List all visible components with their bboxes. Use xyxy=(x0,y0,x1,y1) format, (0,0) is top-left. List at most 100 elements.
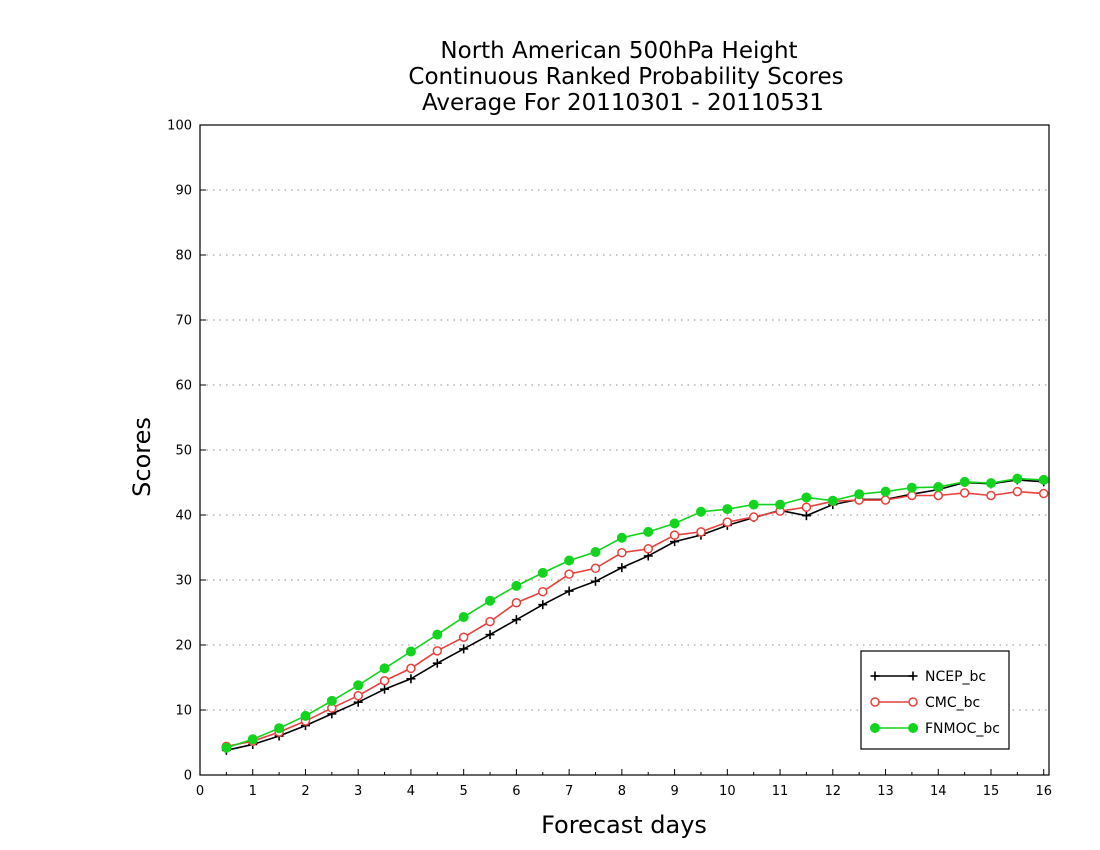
data-point-cmc-bc xyxy=(379,676,390,686)
data-point-fnmoc-bc xyxy=(880,486,891,497)
data-point-ncep-bc xyxy=(432,658,442,668)
legend-marker-end-ncep-bc xyxy=(908,671,918,681)
data-point-cmc-bc xyxy=(511,598,522,608)
data-point-ncep-bc xyxy=(617,563,627,573)
data-point-fnmoc-bc xyxy=(985,478,996,489)
y-tick-label: 0 xyxy=(184,769,192,784)
legend-label-cmc-bc: CMC_bc xyxy=(925,695,980,711)
x-tick-label: 4 xyxy=(407,784,415,799)
x-tick-label: 6 xyxy=(512,784,520,799)
gridlines xyxy=(200,189,1049,711)
data-point-cmc-bc xyxy=(880,495,891,505)
x-tick-label: 5 xyxy=(460,784,468,799)
y-tick-label: 50 xyxy=(175,444,192,459)
legend-entry-fnmoc-bc: FNMOC_bc xyxy=(870,721,1000,737)
y-tick-label: 40 xyxy=(175,509,192,524)
data-point-cmc-bc xyxy=(1012,486,1023,497)
series-layer xyxy=(221,473,1049,755)
x-tick-label: 11 xyxy=(772,784,789,799)
chart-title-line-1: North American 500hPa Height xyxy=(440,38,797,64)
data-point-fnmoc-bc xyxy=(458,612,469,623)
data-point-fnmoc-bc xyxy=(669,518,680,529)
y-tick-label: 10 xyxy=(175,704,192,719)
x-tick-label: 7 xyxy=(565,784,573,799)
data-point-ncep-bc xyxy=(564,586,574,596)
data-point-fnmoc-bc xyxy=(722,504,733,515)
data-point-fnmoc-bc xyxy=(564,555,575,566)
data-point-fnmoc-bc xyxy=(748,499,759,510)
x-tick-label: 14 xyxy=(930,784,947,799)
data-point-fnmoc-bc xyxy=(405,646,416,657)
x-tick-label: 8 xyxy=(618,784,626,799)
data-point-ncep-bc xyxy=(459,644,469,654)
y-tick-label: 20 xyxy=(175,639,192,654)
series-fnmoc-bc xyxy=(221,473,1049,753)
y-tick-label: 70 xyxy=(175,314,192,329)
data-point-fnmoc-bc xyxy=(353,680,364,691)
legend-label-ncep-bc: NCEP_bc xyxy=(925,669,986,685)
chart-title-line-2: Continuous Ranked Probability Scores xyxy=(408,64,843,90)
data-point-fnmoc-bc xyxy=(590,547,601,558)
data-point-fnmoc-bc xyxy=(616,532,627,543)
data-point-cmc-bc xyxy=(722,517,733,527)
legend-marker-end-fnmoc-bc xyxy=(908,723,918,733)
data-point-cmc-bc xyxy=(590,563,601,574)
y-tick-label: 30 xyxy=(175,574,192,589)
x-tick-label: 2 xyxy=(301,784,309,799)
data-point-fnmoc-bc xyxy=(933,482,944,493)
data-point-fnmoc-bc xyxy=(537,567,548,578)
data-point-fnmoc-bc xyxy=(1038,474,1049,485)
data-point-fnmoc-bc xyxy=(432,629,443,640)
x-axis-label: Forecast days xyxy=(541,811,707,839)
data-point-ncep-bc xyxy=(511,615,521,625)
data-point-fnmoc-bc xyxy=(643,526,654,537)
x-tick-label: 12 xyxy=(825,784,842,799)
legend-box xyxy=(860,650,1010,750)
chart-title-line-3: Average For 20110301 - 20110531 xyxy=(422,90,824,116)
data-point-fnmoc-bc xyxy=(801,492,812,503)
legend-marker-end-cmc-bc xyxy=(908,697,918,707)
legend: NCEP_bc CMC_bc FNMOC_bc xyxy=(860,650,1010,750)
data-point-ncep-bc xyxy=(801,511,811,521)
data-point-cmc-bc xyxy=(485,616,495,627)
data-point-cmc-bc xyxy=(986,490,996,501)
data-point-fnmoc-bc xyxy=(906,482,917,493)
y-tick-label: 90 xyxy=(175,184,192,199)
x-tick-label: 13 xyxy=(877,784,894,799)
chart-title: North American 500hPa Height Continuous … xyxy=(408,38,843,116)
y-axis-ticks: 0 10 20 30 40 50 60 70 80 90 100 xyxy=(167,119,206,784)
x-axis-ticks: 0 1 2 3 4 5 6 7 8 9 10 11 12 13 14 15 16 xyxy=(196,769,1052,799)
data-point-fnmoc-bc xyxy=(1012,473,1023,484)
data-point-fnmoc-bc xyxy=(274,723,285,734)
data-point-cmc-bc xyxy=(432,646,443,656)
data-point-cmc-bc xyxy=(696,527,706,537)
legend-marker-start-cmc-bc xyxy=(870,697,880,707)
data-point-cmc-bc xyxy=(538,586,548,597)
data-point-cmc-bc xyxy=(933,490,944,501)
data-point-cmc-bc xyxy=(801,502,812,512)
data-point-cmc-bc xyxy=(959,488,970,498)
data-point-fnmoc-bc xyxy=(854,489,865,500)
data-point-cmc-bc xyxy=(564,569,574,579)
data-point-fnmoc-bc xyxy=(959,476,970,487)
x-tick-label: 1 xyxy=(249,784,257,799)
data-point-cmc-bc xyxy=(458,632,469,642)
legend-marker-start-ncep-bc xyxy=(870,671,880,681)
data-point-fnmoc-bc xyxy=(326,695,337,706)
data-point-cmc-bc xyxy=(748,512,759,522)
data-point-cmc-bc xyxy=(669,530,680,540)
x-tick-label: 9 xyxy=(670,784,678,799)
data-point-ncep-bc xyxy=(590,576,600,586)
data-point-fnmoc-bc xyxy=(247,734,258,745)
data-point-fnmoc-bc xyxy=(827,495,838,506)
x-tick-label: 10 xyxy=(719,784,736,799)
legend-marker-start-fnmoc-bc xyxy=(870,723,880,733)
legend-entry-cmc-bc: CMC_bc xyxy=(870,695,980,711)
data-point-ncep-bc xyxy=(406,674,416,684)
data-point-fnmoc-bc xyxy=(511,580,522,591)
data-point-fnmoc-bc xyxy=(695,506,706,517)
data-point-fnmoc-bc xyxy=(485,595,496,606)
legend-entry-ncep-bc: NCEP_bc xyxy=(870,669,986,685)
x-tick-label: 15 xyxy=(983,784,1000,799)
